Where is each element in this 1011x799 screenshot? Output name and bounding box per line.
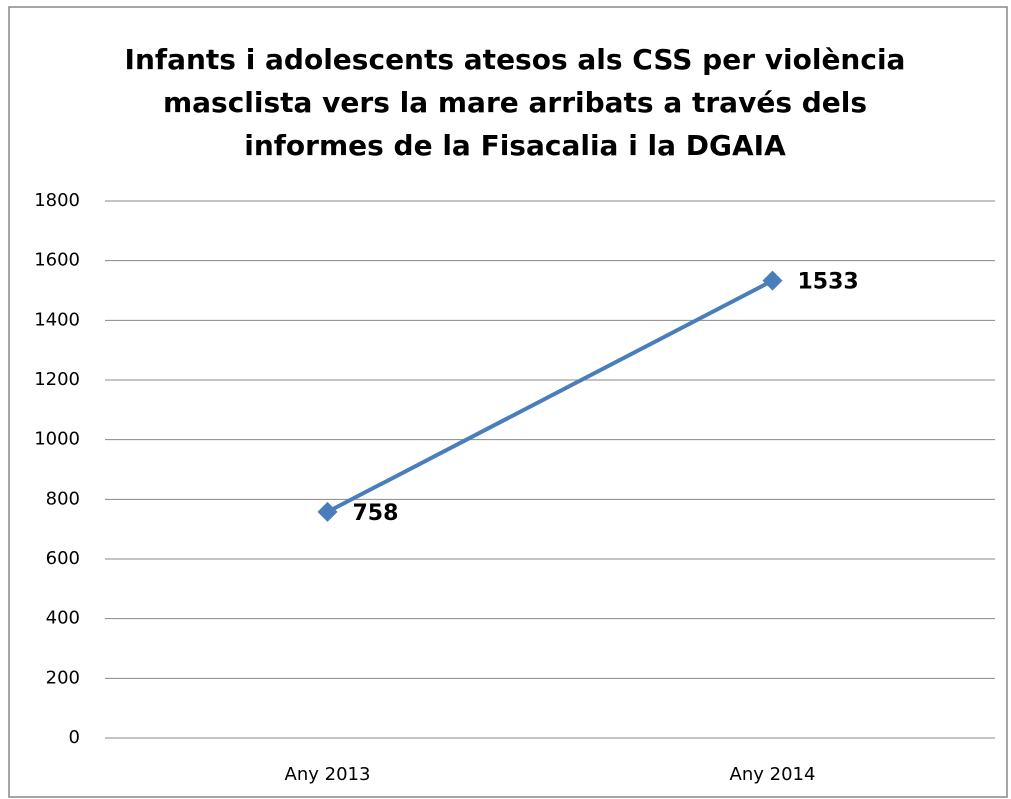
- y-tick-label: 1600: [34, 250, 80, 271]
- y-tick-label: 1800: [34, 190, 80, 211]
- data-point: [317, 501, 338, 522]
- data-line: [326, 278, 774, 514]
- y-tick-label: 0: [69, 727, 80, 748]
- chart-title: Infants i adolescents atesos als CSS per…: [124, 43, 906, 162]
- y-tick-label: 1200: [34, 369, 80, 390]
- y-tick-label: 800: [46, 488, 80, 509]
- x-tick-label: Any 2013: [285, 764, 371, 785]
- data-point: [762, 270, 783, 291]
- y-tick-label: 200: [46, 667, 80, 688]
- y-tick-label: 1400: [34, 309, 80, 330]
- y-tick-label: 400: [46, 608, 80, 629]
- y-tick-label: 1000: [34, 429, 80, 450]
- x-tick-label: Any 2014: [730, 764, 816, 785]
- data-label: 1533: [798, 270, 859, 295]
- y-tick-label: 600: [46, 548, 80, 569]
- chart-border: [8, 6, 1008, 798]
- data-label: 758: [353, 501, 399, 526]
